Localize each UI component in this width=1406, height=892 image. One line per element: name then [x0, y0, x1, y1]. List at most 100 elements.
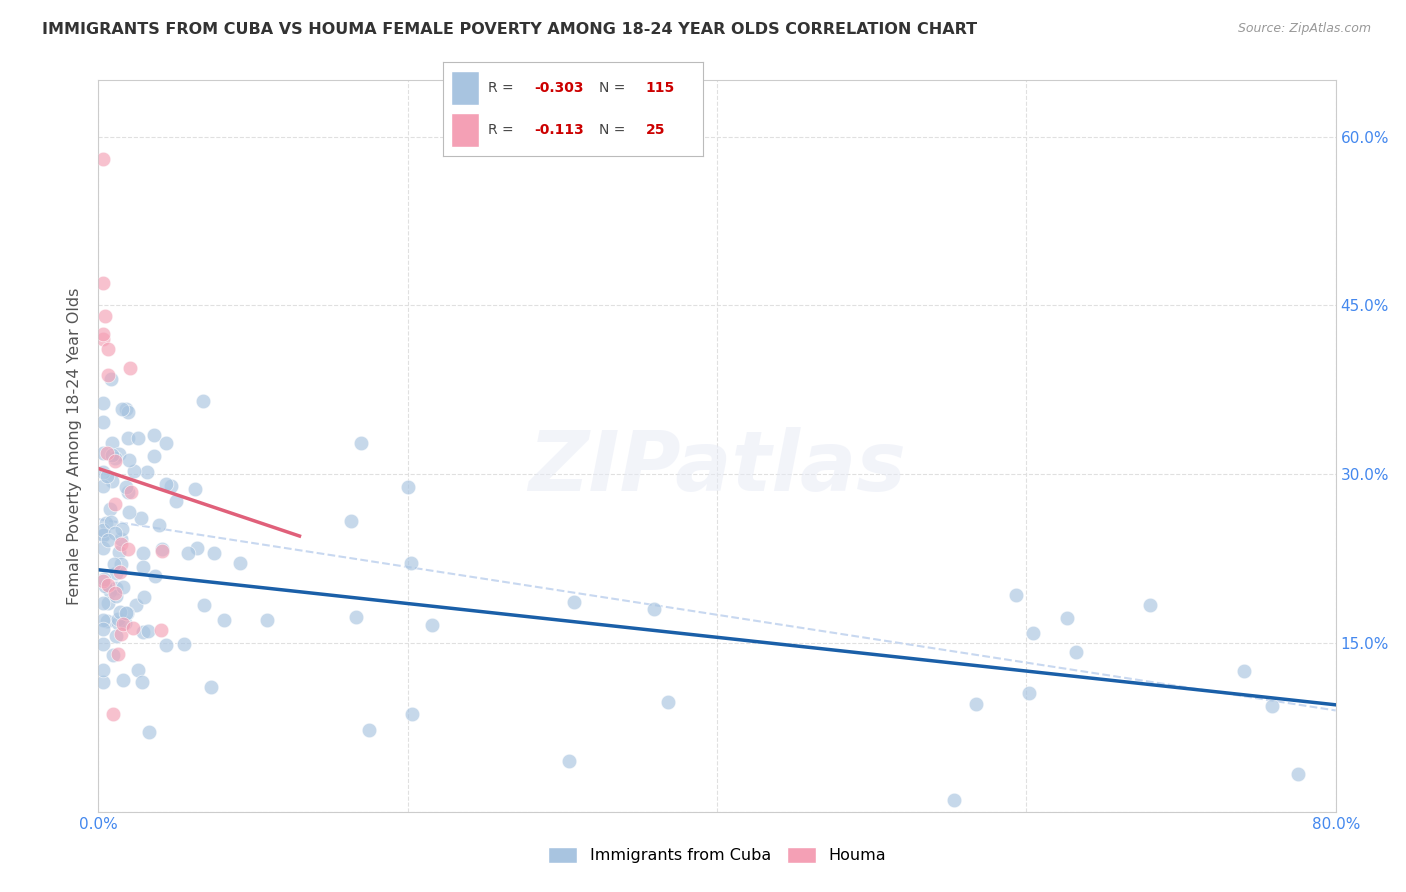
Point: [127, 663, 149, 677]
Point: [1286, 767, 1309, 781]
Point: [396, 480, 419, 494]
Point: [104, 585, 127, 599]
FancyBboxPatch shape: [451, 113, 479, 147]
Point: [104, 581, 127, 595]
Point: [91, 152, 114, 166]
Point: [145, 569, 167, 583]
Point: [91, 415, 114, 429]
Point: [93, 572, 115, 586]
Point: [117, 431, 139, 445]
Point: [131, 674, 153, 689]
Text: 25: 25: [645, 123, 665, 136]
Point: [112, 617, 135, 632]
Point: [256, 613, 278, 627]
Point: [115, 480, 138, 494]
Point: [96, 468, 118, 483]
Point: [100, 372, 122, 386]
Point: [91, 541, 114, 555]
Point: [98, 502, 121, 516]
Point: [132, 546, 155, 560]
Point: [110, 533, 132, 547]
Point: [117, 405, 139, 419]
Point: [401, 706, 423, 721]
Point: [118, 361, 141, 376]
Point: [136, 624, 159, 638]
Point: [120, 484, 142, 499]
Point: [121, 621, 143, 635]
Point: [115, 607, 138, 621]
Point: [138, 725, 160, 739]
Point: [91, 622, 114, 636]
Text: ZIPatlas: ZIPatlas: [529, 427, 905, 508]
Legend: Immigrants from Cuba, Houma: Immigrants from Cuba, Houma: [541, 840, 893, 870]
Point: [212, 613, 235, 627]
Point: [150, 544, 173, 558]
Point: [91, 326, 114, 341]
Text: R =: R =: [488, 81, 515, 95]
Point: [149, 624, 172, 638]
Point: [122, 464, 145, 478]
Point: [91, 596, 114, 610]
Text: 115: 115: [645, 81, 675, 95]
Point: [136, 466, 159, 480]
Point: [91, 332, 114, 346]
Point: [110, 627, 132, 641]
Point: [340, 514, 363, 528]
Point: [155, 638, 177, 652]
Point: [96, 615, 118, 629]
Point: [97, 596, 120, 610]
Point: [105, 629, 128, 643]
Point: [420, 617, 443, 632]
Point: [1261, 699, 1284, 714]
Text: -0.113: -0.113: [534, 123, 583, 136]
Point: [91, 446, 114, 460]
Point: [399, 557, 422, 571]
Point: [127, 431, 149, 445]
Point: [107, 545, 129, 559]
Point: [1022, 626, 1045, 640]
Point: [91, 276, 114, 290]
Point: [91, 674, 114, 689]
Point: [110, 537, 132, 551]
Point: [191, 393, 214, 408]
Point: [98, 584, 121, 599]
Point: [202, 545, 225, 559]
Point: [91, 613, 114, 627]
Point: [562, 595, 585, 609]
Point: [104, 451, 127, 466]
Point: [91, 663, 114, 677]
Point: [184, 483, 207, 497]
Point: [107, 647, 129, 661]
Point: [643, 602, 665, 616]
Point: [132, 559, 155, 574]
Point: [105, 589, 128, 603]
Point: [344, 610, 367, 624]
Point: [1233, 664, 1256, 678]
Point: [107, 612, 129, 626]
Point: [132, 625, 155, 640]
Point: [97, 368, 120, 382]
Point: [117, 542, 139, 557]
FancyBboxPatch shape: [451, 70, 479, 104]
Point: [111, 673, 134, 688]
Point: [173, 637, 195, 651]
Point: [94, 309, 117, 323]
Point: [101, 448, 124, 462]
Point: [94, 578, 117, 592]
Point: [193, 598, 215, 612]
Point: [108, 447, 131, 461]
Point: [657, 695, 679, 709]
Point: [142, 428, 165, 442]
Point: [104, 526, 127, 541]
Point: [148, 518, 170, 533]
Point: [200, 680, 222, 694]
Point: [115, 606, 138, 620]
Point: [104, 566, 127, 581]
Text: R =: R =: [488, 123, 515, 136]
Point: [103, 706, 125, 721]
Point: [91, 637, 114, 651]
Point: [558, 754, 581, 768]
Point: [91, 528, 114, 542]
Point: [177, 546, 200, 560]
Point: [111, 522, 134, 536]
